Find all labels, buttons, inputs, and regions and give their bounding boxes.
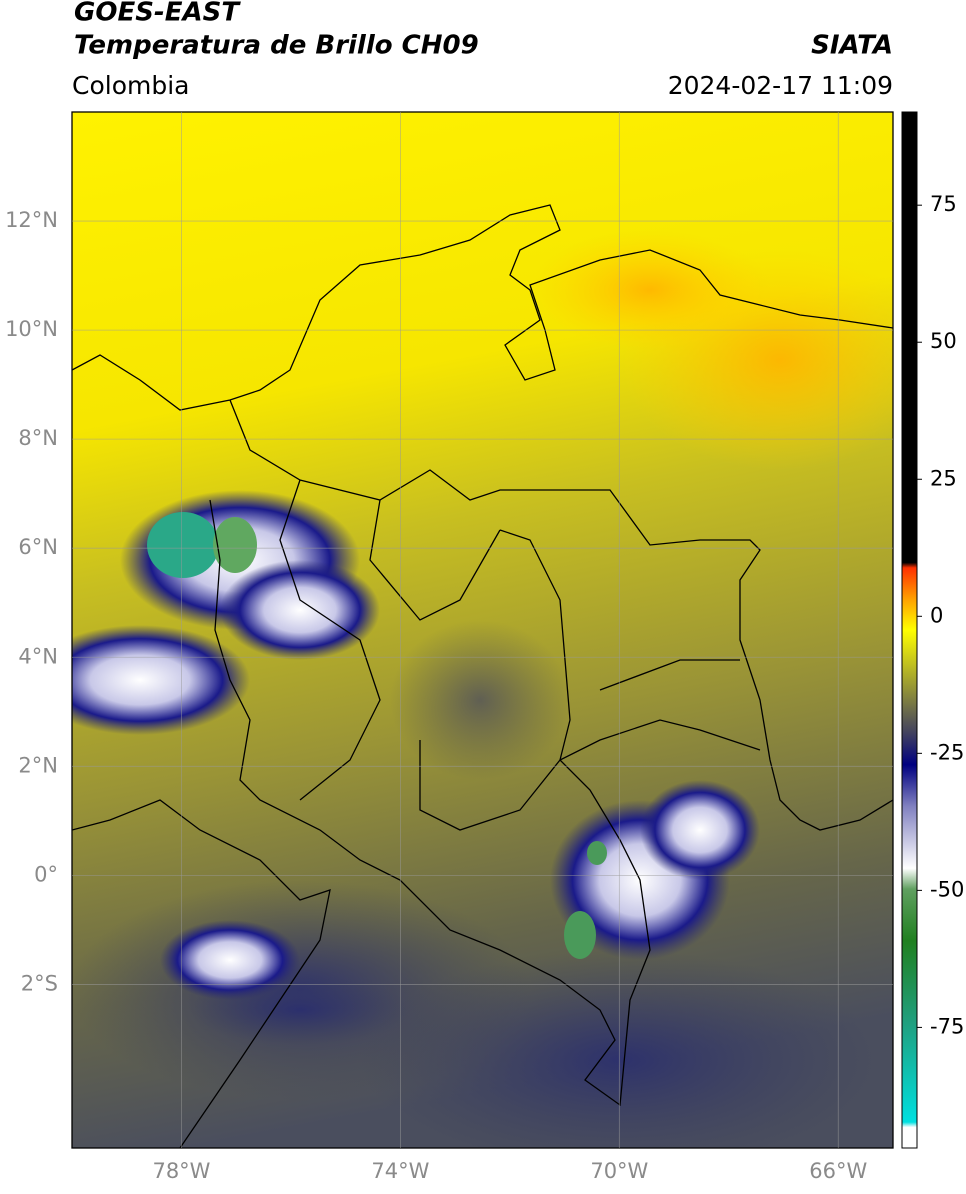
y-tick-label: 6°N	[18, 535, 58, 559]
x-tick-label: 74°W	[371, 1159, 429, 1183]
colorbar-tick-label: 50	[930, 329, 957, 353]
colorbar-tick-label: 75	[930, 192, 957, 216]
y-tick-label: 2°N	[18, 753, 58, 777]
x-tick-label: 70°W	[590, 1159, 648, 1183]
x-tick-label: 78°W	[152, 1159, 210, 1183]
y-tick-label: 10°N	[5, 317, 58, 341]
colorbar-tick-label: 0	[930, 603, 943, 627]
y-tick-label: 12°N	[5, 208, 58, 232]
y-tick-label: 4°N	[18, 644, 58, 668]
y-tick-label: 2°S	[21, 971, 58, 995]
subtitle: Temperatura de Brillo CH09	[74, 31, 479, 61]
x-tick-label: 66°W	[809, 1159, 867, 1183]
source: SIATA	[811, 31, 893, 61]
plot-frame	[71, 111, 894, 1149]
satellite-image	[72, 112, 893, 1148]
colorbar-tick-label: 25	[930, 466, 957, 490]
title: GOES-EAST	[74, 0, 241, 28]
y-tick-label: 0°	[34, 862, 58, 886]
colorbar	[901, 111, 918, 1149]
datetime: 2024-02-17 11:09	[668, 71, 893, 100]
y-tick-label: 8°N	[18, 426, 58, 450]
colorbar-tick-label: -50	[930, 877, 964, 901]
region: Colombia	[72, 71, 189, 100]
colorbar-tick-label: -25	[930, 740, 964, 764]
colorbar-tick-label: -75	[930, 1014, 964, 1038]
